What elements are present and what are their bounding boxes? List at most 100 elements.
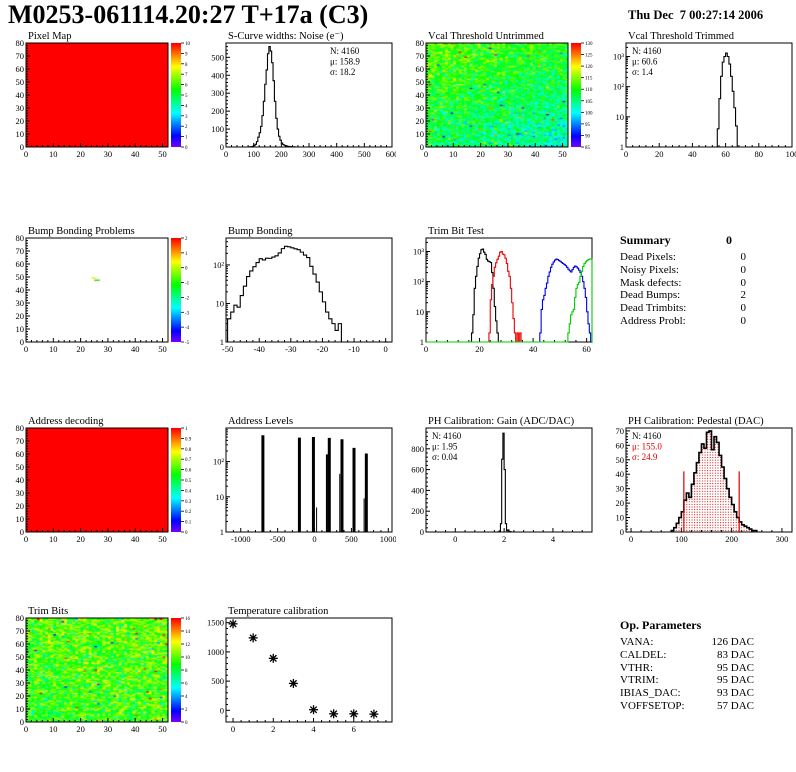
heatmap-canvas [26, 618, 168, 722]
svg-text:μ: 155.0: μ: 155.0 [632, 442, 662, 452]
svg-text:200: 200 [275, 149, 288, 159]
svg-text:Bump Bonding Problems: Bump Bonding Problems [28, 226, 135, 237]
svg-text:30: 30 [104, 344, 113, 354]
panel-ph-gain: 0 2 4 0 200 400 600 800 N: 4160 μ: 1.95 σ: 0.04 PH … [400, 415, 596, 549]
svg-text:300: 300 [211, 88, 224, 98]
svg-text:6: 6 [185, 84, 188, 89]
svg-text:0: 0 [629, 534, 633, 544]
op-param-value: 83 DAC [717, 648, 754, 661]
chart-svg: 0 10 20 30 40 50 0 10 20 30 40 50 60 70 80 85 90 95 100 105… [416, 31, 594, 159]
svg-text:50: 50 [158, 534, 167, 544]
svg-text:9: 9 [185, 52, 188, 57]
op-param-value: 57 DAC [717, 699, 754, 712]
svg-text:40: 40 [616, 469, 625, 479]
svg-text:6: 6 [352, 724, 356, 734]
svg-text:200: 200 [725, 534, 738, 544]
svg-text:0: 0 [185, 267, 188, 272]
svg-text:-20: -20 [317, 344, 328, 354]
svg-text:N: 4160: N: 4160 [432, 431, 462, 441]
svg-text:50: 50 [558, 149, 567, 159]
svg-text:μ: 1.95: μ: 1.95 [432, 442, 458, 452]
svg-text:70: 70 [616, 426, 625, 436]
svg-text:10: 10 [16, 324, 25, 334]
panel-pixel-map: 0 10 20 30 40 50 0 10 20 30 40 50 60 70 80 0 1 2 3 4 5 6 7 8 9 10… [0, 30, 196, 164]
svg-text:30: 30 [16, 298, 25, 308]
svg-text:20: 20 [16, 116, 25, 126]
svg-text:80: 80 [16, 423, 25, 433]
chart-svg: 0 100 200 300 400 500 600 0 100 200 300 400 500 N: 41… [211, 31, 396, 159]
heatmap-canvas [426, 43, 568, 147]
svg-text:4: 4 [185, 695, 188, 700]
svg-text:100: 100 [585, 111, 593, 116]
svg-text:-1: -1 [185, 282, 190, 287]
svg-text:30: 30 [504, 149, 513, 159]
svg-text:500: 500 [345, 534, 358, 544]
svg-text:85: 85 [585, 146, 591, 151]
svg-text:12: 12 [185, 643, 191, 648]
panel-address-levels: -1000 -500 0 500 1000 1 10 10² Address Levels [200, 415, 396, 549]
svg-text:50: 50 [158, 149, 167, 159]
svg-text:0: 0 [24, 344, 28, 354]
svg-text:0: 0 [312, 534, 316, 544]
panel-vcal-untrimmed: 0 10 20 30 40 50 0 10 20 30 40 50 60 70 80 85 90 95 100 105… [400, 30, 596, 164]
svg-text:-3: -3 [185, 311, 190, 316]
svg-text:N: 4160: N: 4160 [632, 46, 662, 56]
svg-text:100: 100 [211, 124, 224, 134]
svg-text:0.5: 0.5 [185, 479, 192, 484]
svg-text:60: 60 [16, 449, 25, 459]
svg-text:-50: -50 [222, 344, 233, 354]
svg-text:20: 20 [16, 311, 25, 321]
svg-text:6: 6 [185, 682, 188, 687]
svg-text:80: 80 [416, 38, 425, 48]
svg-text:500: 500 [211, 676, 224, 686]
panel-bump-problems: 0 10 20 30 40 50 0 10 20 30 40 50 60 70 80 -5 -4 -3 -2 -1 0 1… [0, 225, 196, 359]
op-parameters-title: Op. Parameters [620, 618, 702, 632]
svg-text:0.9: 0.9 [185, 437, 192, 442]
svg-text:1: 1 [185, 427, 188, 432]
svg-text:-1000: -1000 [231, 534, 251, 544]
svg-text:10: 10 [49, 534, 58, 544]
svg-text:95: 95 [585, 123, 591, 128]
svg-text:1000: 1000 [380, 534, 396, 544]
svg-text:115: 115 [585, 77, 593, 82]
svg-text:300: 300 [303, 149, 316, 159]
op-param-label: VOFFSETOP: [620, 699, 685, 712]
colorbar [171, 43, 181, 147]
svg-text:2: 2 [185, 237, 188, 242]
svg-text:0: 0 [24, 724, 28, 734]
svg-text:10: 10 [616, 513, 625, 523]
svg-text:20: 20 [16, 691, 25, 701]
svg-text:10: 10 [49, 724, 58, 734]
op-param-row: CALDEL: 83 DAC [600, 649, 796, 662]
svg-text:1: 1 [185, 252, 188, 257]
summary-value: 0 [740, 302, 747, 315]
svg-text:40: 40 [688, 149, 697, 159]
svg-text:20: 20 [76, 149, 85, 159]
svg-text:600: 600 [411, 465, 424, 475]
colorbar [171, 238, 181, 342]
svg-text:50: 50 [158, 344, 167, 354]
svg-text:0: 0 [453, 534, 457, 544]
svg-text:60: 60 [16, 259, 25, 269]
op-param-row: VANA: 126 DAC [600, 636, 796, 649]
svg-text:0: 0 [20, 142, 24, 152]
svg-text:50: 50 [16, 272, 25, 282]
svg-text:0.7: 0.7 [185, 458, 192, 463]
svg-text:0.1: 0.1 [185, 521, 192, 526]
svg-text:500: 500 [358, 149, 371, 159]
svg-text:2: 2 [185, 125, 188, 130]
svg-text:10: 10 [16, 704, 25, 714]
svg-text:0: 0 [624, 149, 628, 159]
svg-text:40: 40 [416, 90, 425, 100]
svg-text:10: 10 [49, 149, 58, 159]
svg-text:60: 60 [16, 64, 25, 74]
svg-text:10²: 10² [613, 82, 625, 92]
svg-text:Address Levels: Address Levels [228, 416, 293, 427]
svg-text:PH Calibration: Gain (ADC/DAC): PH Calibration: Gain (ADC/DAC) [428, 416, 575, 427]
svg-text:0: 0 [424, 344, 428, 354]
summary-header: Summary 0 [600, 233, 796, 248]
svg-text:30: 30 [104, 724, 113, 734]
svg-text:0: 0 [420, 527, 424, 537]
svg-text:-40: -40 [254, 344, 265, 354]
